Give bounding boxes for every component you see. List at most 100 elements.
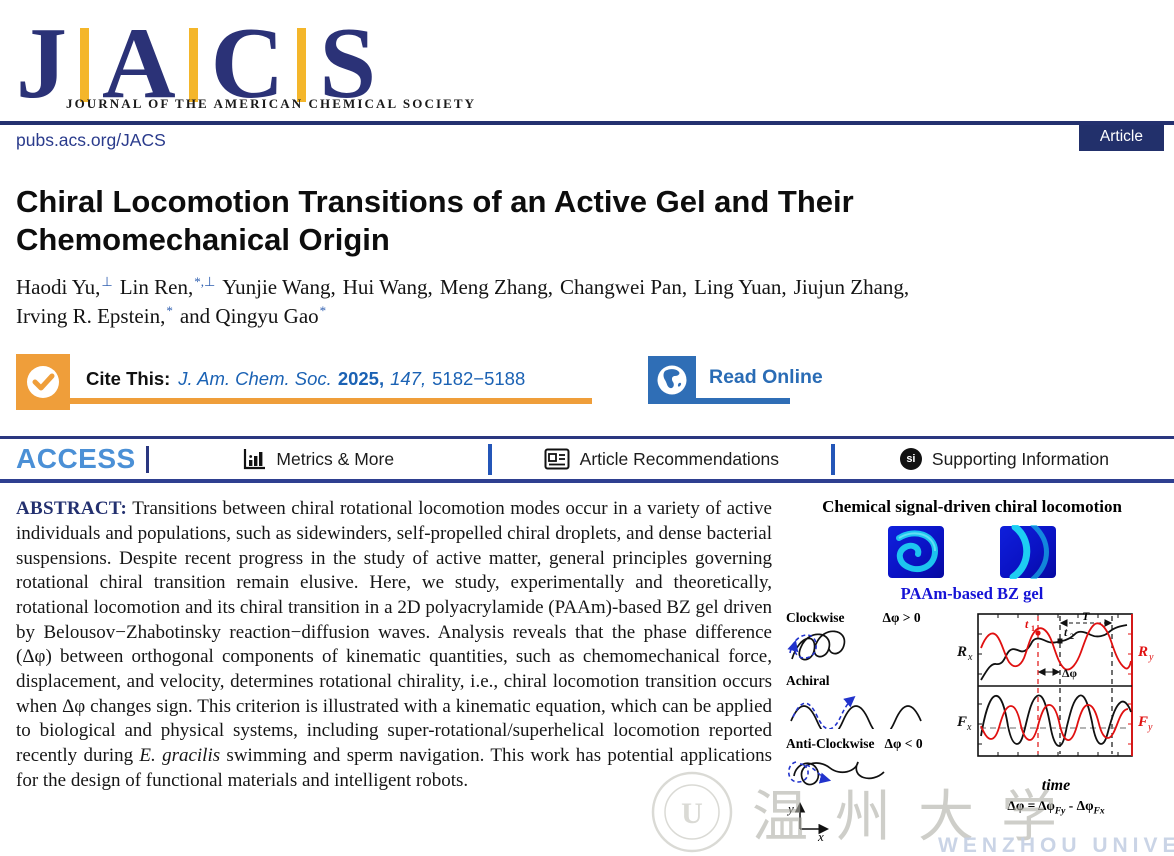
si-icon: si — [899, 448, 922, 471]
abstract-segment: Transitions between chiral rotational lo… — [16, 498, 772, 767]
mode-label: Achiral — [786, 673, 830, 689]
locomotion-modes: Clockwise Δφ > 0 Achiral — [786, 608, 954, 846]
logo-letter-a: A — [102, 7, 176, 121]
author-name: Haodi Yu, — [16, 274, 101, 299]
author: Haodi Yu,⊥ — [16, 273, 113, 299]
logo-letter-j: J — [16, 7, 67, 121]
access-separator — [145, 445, 149, 473]
cite-journal[interactable]: J. Am. Chem. Soc. — [178, 368, 332, 390]
access-left: ACCESS — [16, 443, 149, 475]
cite-volume: 147, — [390, 368, 427, 390]
mode-label: Anti-Clockwise — [786, 736, 875, 752]
bz-gel-waves-image — [1000, 525, 1056, 580]
article-recommendations-link[interactable]: Article Recommendations — [544, 448, 779, 470]
access-separator — [487, 443, 492, 475]
author-line-2: Irving R. Epstein,* and Qingyu Gao* — [16, 302, 1158, 332]
author-name: Lin Ren, — [119, 274, 194, 299]
logo-letter-c: C — [210, 7, 285, 121]
rx-ry-fx-fy-plot: T t 1 t 2 Δφ — [956, 609, 1154, 758]
author-name: Changwei Pan, — [559, 274, 688, 299]
toc-graphic: Chemical signal-driven chiral locomotion — [786, 497, 1158, 846]
author: Irving R. Epstein,* — [16, 303, 173, 329]
graphic-body: Clockwise Δφ > 0 Achiral — [786, 608, 1158, 846]
fy-label: F — [1137, 714, 1148, 730]
supporting-information-link[interactable]: si Supporting Information — [899, 448, 1109, 471]
kinematics-plot: T t 1 t 2 Δφ — [954, 608, 1158, 846]
formula-sub-fx: Fx — [1093, 806, 1105, 817]
author: Yunjie Wang, — [222, 275, 335, 299]
logo-divider — [188, 28, 198, 102]
mode-condition: Δφ < 0 — [884, 736, 923, 752]
page-title: Chiral Locomotion Transitions of an Acti… — [16, 183, 1158, 259]
access-cell-supporting: si Supporting Information — [835, 448, 1174, 471]
header-link-row: pubs.acs.org/JACS Article — [0, 125, 1174, 155]
cite-this-label: Cite This: — [86, 368, 171, 390]
mode-label: Clockwise — [786, 610, 845, 626]
read-online-button[interactable]: Read Online — [648, 354, 823, 405]
author: Hui Wang, — [343, 275, 433, 299]
mode-clockwise: Clockwise Δφ > 0 — [786, 610, 954, 626]
access-cell-recommendations: Article Recommendations — [492, 448, 831, 470]
x-axis-label: x — [817, 829, 824, 841]
author: Meng Zhang, — [440, 275, 553, 299]
gel-label: PAAm-based BZ gel — [900, 584, 1044, 604]
anticlockwise-trajectory-curve — [787, 761, 885, 786]
cite-this-strip[interactable]: Cite This: J. Am. Chem. Soc. 2025, 147, … — [16, 354, 592, 411]
abstract-text: ABSTRACT: Transitions between chiral rot… — [16, 497, 772, 846]
author-name: Jiujun Zhang, — [793, 274, 910, 299]
clockwise-trajectory-curve — [787, 630, 846, 661]
author-affiliation-marker: ⊥ — [101, 273, 113, 289]
t2-sub: 2 — [1070, 632, 1074, 641]
author-line-1: Haodi Yu,⊥ Lin Ren,*,⊥ Yunjie Wang, Hui Wan… — [16, 273, 1158, 303]
article-type-badge: Article — [1078, 125, 1164, 151]
fy-sub: y — [1147, 722, 1153, 733]
metrics-and-more-label: Metrics & More — [276, 448, 395, 469]
formula-part: - Δφ — [1065, 798, 1094, 814]
header-rule — [0, 121, 1174, 125]
fx-label: F — [956, 714, 967, 730]
phase-formula: Δφ = ΔφFy - ΔφFx — [954, 798, 1158, 817]
read-online-label: Read Online — [709, 366, 823, 389]
y-axis-label: y — [786, 801, 794, 816]
rx-sub: x — [967, 652, 973, 663]
bz-gel-images — [786, 525, 1158, 580]
supporting-information-label: Supporting Information — [931, 448, 1109, 469]
cite-check-box — [16, 354, 70, 411]
title-line-2: Chemomechanical Origin — [16, 221, 390, 257]
author-affiliation-marker: *,⊥ — [194, 273, 216, 289]
author-name: Irving R. Epstein, — [16, 304, 166, 329]
author-name: and Qingyu Gao — [179, 304, 319, 329]
title-line-1: Chiral Locomotion Transitions of an Acti… — [16, 184, 854, 219]
ry-label: R — [1137, 644, 1148, 660]
journal-site-link[interactable]: pubs.acs.org/JACS — [16, 130, 166, 150]
achiral-trajectory-curve — [790, 696, 922, 738]
author-list: Haodi Yu,⊥ Lin Ren,*,⊥ Yunjie Wang, Hui Wan… — [16, 273, 1158, 333]
access-separator — [830, 443, 835, 475]
formula-sub-fy: Fy — [1054, 806, 1066, 817]
t1-sub: 1 — [1031, 624, 1035, 633]
author-affiliation-marker: * — [319, 303, 327, 319]
graphic-title: Chemical signal-driven chiral locomotion — [822, 497, 1122, 517]
abstract-section: ABSTRACT: Transitions between chiral rot… — [16, 497, 1158, 846]
t1-label: t — [1025, 617, 1029, 631]
jacs-logo: J A C S — [16, 7, 406, 121]
citation-text: Cite This: J. Am. Chem. Soc. 2025, 147, … — [86, 354, 525, 404]
checkmark-icon — [27, 366, 59, 399]
abstract-segment: swimming and sperm navigation. This work… — [16, 745, 772, 791]
masthead: J A C S JOURNAL OF THE AMERICAN CHEMICAL… — [0, 0, 1174, 121]
logo-divider — [297, 28, 307, 102]
logo-letter-s: S — [319, 7, 377, 121]
article-recommendations-icon — [544, 448, 570, 470]
author: Jiujun Zhang, — [794, 275, 910, 299]
mode-condition: Δφ > 0 — [882, 610, 921, 626]
access-link[interactable]: ACCESS — [16, 443, 136, 475]
citation-bar: Cite This: J. Am. Chem. Soc. 2025, 147, … — [16, 354, 1158, 411]
t2-label: t — [1064, 625, 1068, 639]
metrics-and-more-link[interactable]: Metrics & More — [242, 448, 394, 470]
metrics-chart-icon — [244, 449, 266, 470]
mode-anticlockwise: Anti-Clockwise Δφ < 0 — [786, 736, 954, 752]
abstract-heading: ABSTRACT: — [16, 498, 128, 520]
rx-label: R — [956, 644, 967, 660]
author-name: Meng Zhang, — [439, 274, 553, 299]
